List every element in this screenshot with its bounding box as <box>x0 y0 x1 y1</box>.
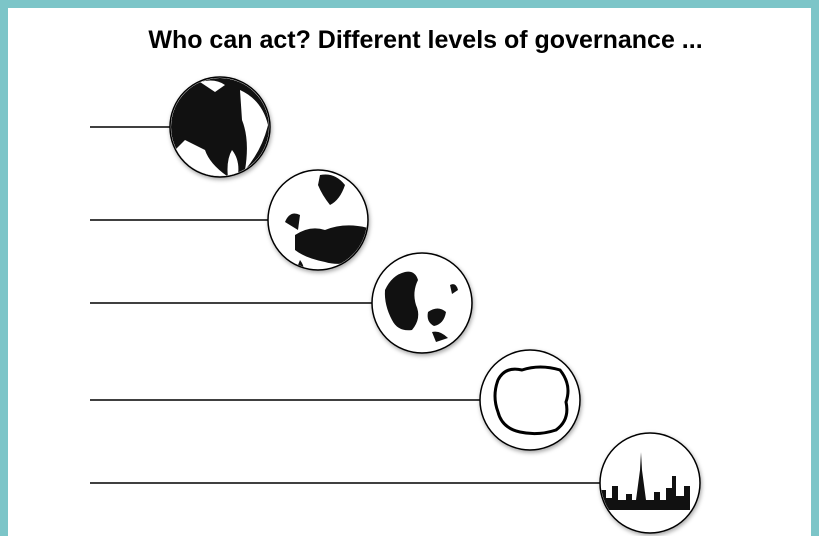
city-icon <box>599 432 701 534</box>
connector-lines <box>90 126 600 484</box>
denmark-icon <box>371 252 473 354</box>
title: Who can act? Different levels of governa… <box>148 26 703 54</box>
globe-icon <box>169 76 271 178</box>
region-icon <box>479 349 581 451</box>
europe-icon <box>267 169 369 271</box>
